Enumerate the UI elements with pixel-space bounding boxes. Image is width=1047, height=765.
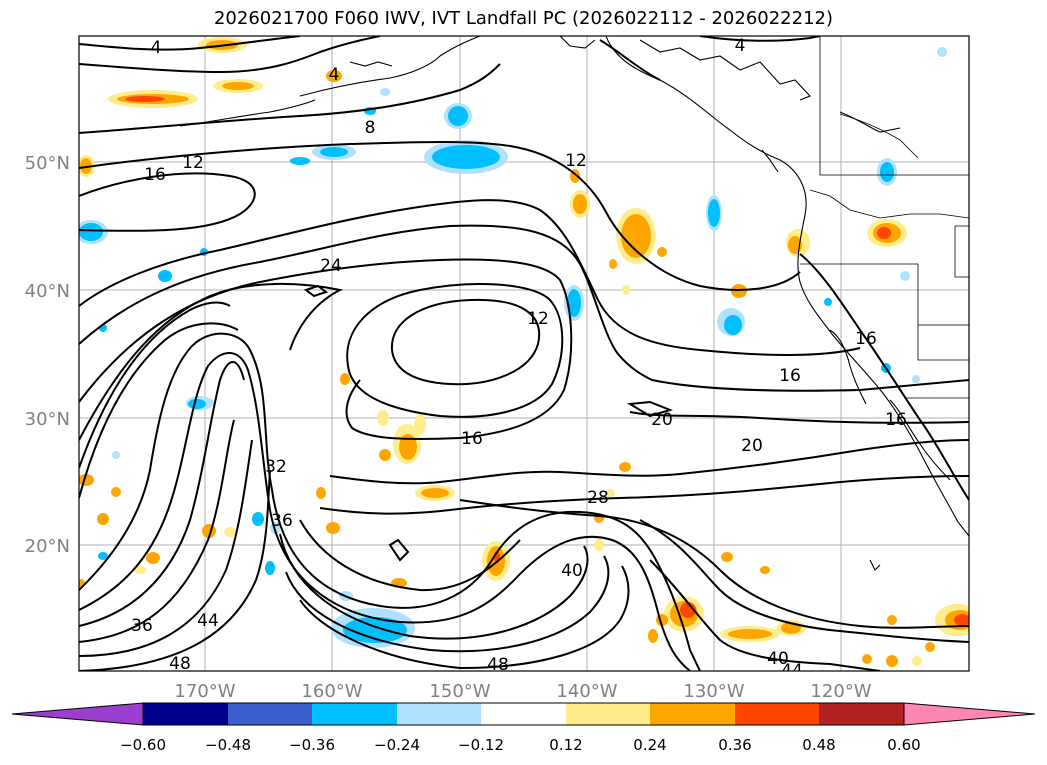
colorbar-tick-label: −0.36: [289, 736, 335, 754]
colorbar-tick-label: −0.48: [205, 736, 251, 754]
contour-label: 48: [487, 655, 509, 675]
negative-patch: [79, 47, 947, 648]
borders: [800, 36, 969, 399]
colorbar-segment: [566, 703, 650, 725]
iwv-contours: [79, 36, 969, 671]
contour-label: 36: [131, 616, 153, 636]
contour-label: 12: [565, 151, 587, 171]
contour-label: 16: [855, 329, 877, 349]
shaded-patches: [79, 37, 969, 667]
latitude-labels: 50°N 40°N 30°N 20°N: [25, 153, 70, 557]
contour-label: 20: [651, 410, 673, 430]
map-title: 2026021700 F060 IWV, IVT Landfall PC (20…: [213, 8, 834, 29]
contour-label: 16: [885, 410, 907, 430]
colorbar-tick-label: −0.12: [458, 736, 504, 754]
contour-label: 20: [741, 436, 763, 456]
map-frame: [78, 35, 970, 672]
lon-tick-label: 170°W: [174, 681, 235, 702]
colorbar-segment: [735, 703, 819, 725]
lat-tick-label: 40°N: [25, 281, 70, 302]
colorbar-extend-high: [903, 702, 1036, 726]
map-panel: 4 4 4 8 12 16 12 24 12 16 16 20 20 16 32…: [79, 36, 969, 681]
lat-tick-label: 30°N: [25, 409, 70, 430]
contour-label: 16: [779, 366, 801, 386]
gridlines: [79, 36, 969, 671]
contour-label: 4: [735, 36, 746, 56]
lat-tick-label: 50°N: [25, 153, 70, 174]
contour-label: 44: [197, 611, 219, 631]
lon-tick-label: 130°W: [683, 681, 744, 702]
contour-label: 4: [151, 38, 162, 58]
colorbar-segment: [819, 703, 904, 725]
contour-label: 28: [587, 488, 609, 508]
contour-label: 40: [767, 649, 789, 669]
contour-label: 12: [527, 309, 549, 329]
colorbar-segment: [143, 703, 228, 725]
contour-label: 4: [329, 65, 340, 85]
contour-label: 16: [461, 429, 483, 449]
contour-label: 32: [265, 457, 287, 477]
contour-labels: 4 4 4 8 12 16 12 24 12 16 16 20 20 16 32…: [131, 36, 907, 681]
colorbar-segment: [397, 703, 481, 725]
lat-tick-label: 20°N: [25, 536, 70, 557]
colorbar-tick-label: 0.60: [887, 736, 920, 754]
colorbar-tick-label: 0.36: [718, 736, 751, 754]
longitude-labels: 170°W 160°W 150°W 140°W 130°W 120°W: [174, 681, 871, 702]
coastlines: [179, 36, 969, 571]
lon-tick-label: 120°W: [810, 681, 871, 702]
colorbar-tick-label: −0.24: [374, 736, 420, 754]
contour-label: 40: [561, 561, 583, 581]
contour-label: 16: [144, 165, 166, 185]
lon-tick-label: 160°W: [301, 681, 362, 702]
colorbar-segment: [650, 703, 735, 725]
colorbar-segment: [312, 703, 397, 725]
colorbar-extend-low: [11, 702, 144, 726]
contour-label: 12: [182, 153, 204, 173]
colorbar-tick-label: −0.60: [120, 736, 166, 754]
colorbar-tick-label: 0.12: [549, 736, 582, 754]
colorbar-segment: [481, 703, 566, 725]
contour-label: 44: [781, 661, 803, 681]
lon-tick-label: 140°W: [556, 681, 617, 702]
contour-label: 8: [365, 118, 376, 138]
colorbar: −0.60 −0.48 −0.36 −0.24 −0.12 0.12 0.24 …: [11, 702, 1036, 754]
contour-label: 24: [320, 256, 342, 276]
colorbar-tick-label: 0.24: [633, 736, 666, 754]
colorbar-tick-label: 0.48: [802, 736, 835, 754]
positive-patch: [79, 37, 969, 667]
colorbar-segment: [228, 703, 312, 725]
lon-tick-label: 150°W: [429, 681, 490, 702]
contour-label: 36: [271, 511, 293, 531]
contour-label: 48: [169, 654, 191, 674]
